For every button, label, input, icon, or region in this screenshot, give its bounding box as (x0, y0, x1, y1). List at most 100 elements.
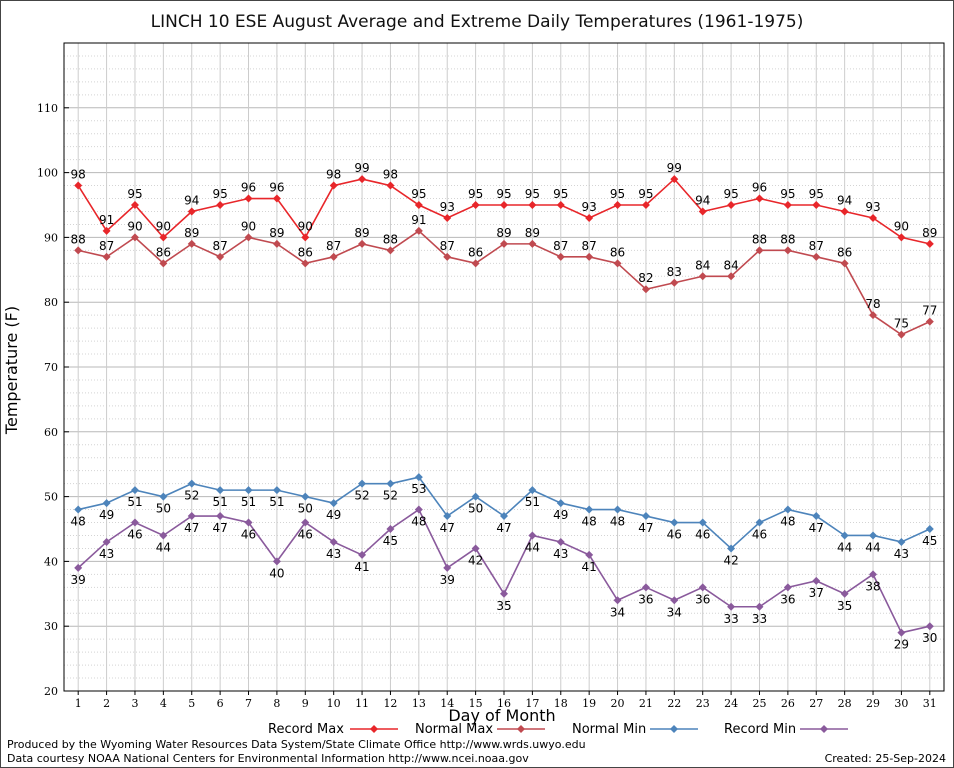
record-min-point (698, 583, 707, 592)
normal-max-data-label: 88 (383, 232, 398, 246)
record-max-point (443, 213, 452, 222)
x-tick-label: 14 (440, 697, 454, 710)
grid-lines (64, 43, 944, 691)
normal-min-data-label: 44 (865, 540, 880, 554)
y-axis-label: Temperature (F) (2, 306, 21, 435)
record-min-point (528, 531, 537, 540)
record-min-point (471, 544, 480, 553)
normal-min-point (698, 518, 707, 527)
normal-min-point (159, 492, 168, 501)
normal-max-point (869, 311, 878, 320)
record-max-point (102, 226, 111, 235)
y-tick-label: 90 (44, 231, 58, 244)
x-tick-label: 20 (611, 697, 625, 710)
normal-max-point (812, 252, 821, 261)
normal-max-data-label: 77 (922, 304, 937, 318)
record-min-point (897, 628, 906, 637)
record-min-data-label: 43 (553, 547, 568, 561)
record-max-data-label: 93 (865, 200, 880, 214)
record-max-data-label: 95 (212, 187, 227, 201)
normal-min-point (471, 492, 480, 501)
record-max-point (812, 201, 821, 209)
record-min-data-label: 43 (99, 547, 114, 561)
record-max-data-label: 94 (184, 193, 199, 207)
record-min-point (585, 550, 594, 559)
normal-max-data-label: 91 (411, 213, 426, 227)
record-min-data-label: 41 (354, 560, 369, 574)
record-min-data-label: 46 (127, 528, 142, 542)
normal-max-data-label: 90 (127, 219, 142, 233)
record-max-point (613, 201, 622, 209)
record-min-point (812, 576, 821, 585)
x-tick-label: 2 (103, 697, 110, 710)
record-min-point (556, 537, 565, 546)
x-tick-label: 22 (667, 697, 681, 710)
x-tick-label: 8 (273, 697, 280, 710)
normal-min-point (329, 499, 338, 508)
normal-min-data-label: 47 (809, 521, 824, 535)
x-tick-label: 6 (217, 697, 224, 710)
record-max-data-label: 95 (127, 187, 142, 201)
normal-min-data-label: 46 (695, 528, 710, 542)
record-max-point (130, 201, 139, 209)
normal-min-data-label: 49 (553, 508, 568, 522)
normal-min-point (500, 512, 508, 521)
record-max-point (585, 213, 594, 222)
record-min-data-label: 43 (326, 547, 341, 561)
record-min-point (443, 563, 452, 572)
normal-min-data-label: 52 (184, 489, 199, 503)
record-min-data-label: 33 (752, 612, 767, 626)
normal-min-point (272, 486, 281, 495)
record-max-data-label: 98 (383, 168, 398, 182)
record-min-data-label: 34 (667, 605, 682, 619)
normal-min-point (783, 505, 792, 514)
y-tick-label: 60 (44, 426, 58, 439)
x-tick-label: 29 (866, 697, 880, 710)
normal-max-point (272, 239, 281, 248)
y-tick-label: 50 (44, 491, 58, 504)
record-min-point (613, 596, 622, 605)
record-min-data-label: 38 (865, 579, 880, 593)
normal-max-data-label: 86 (610, 245, 625, 259)
normal-max-point (755, 246, 764, 255)
y-tick-label: 20 (44, 685, 58, 698)
record-min-point (329, 537, 338, 546)
record-min-point (301, 518, 310, 527)
normal-min-point (727, 544, 736, 553)
x-tick-label: 19 (582, 697, 596, 710)
record-max-data-label: 95 (553, 187, 568, 201)
record-max-point (301, 233, 310, 242)
record-min-point (386, 525, 395, 533)
record-min-point (102, 537, 111, 546)
record-min-data-label: 46 (298, 528, 313, 542)
legend-label-record-min: Record Min (724, 722, 796, 737)
normal-min-data-label: 51 (525, 495, 540, 509)
x-tick-label: 16 (497, 697, 511, 710)
normal-max-data-label: 86 (298, 245, 313, 259)
record-min-data-label: 36 (695, 592, 710, 606)
x-tick-label: 9 (302, 697, 309, 710)
y-tick-label: 100 (37, 167, 58, 180)
normal-min-data-label: 47 (440, 521, 455, 535)
x-tick-label: 12 (383, 697, 397, 710)
record-min-point (840, 589, 849, 598)
x-tick-label: 10 (327, 697, 341, 710)
normal-max-point (925, 317, 934, 326)
normal-min-point (840, 531, 849, 540)
normal-min-data-label: 48 (582, 515, 597, 529)
record-min-point (641, 583, 650, 592)
record-min-data-label: 36 (638, 592, 653, 606)
normal-max-point (556, 252, 565, 261)
y-tick-label: 70 (44, 361, 58, 374)
record-max-point (471, 201, 480, 209)
x-tick-label: 21 (639, 697, 653, 710)
record-max-data-label: 89 (922, 226, 937, 240)
record-max-data-label: 95 (525, 187, 540, 201)
normal-max-data-label: 87 (99, 239, 114, 253)
record-min-point (272, 557, 281, 566)
record-min-data-label: 39 (71, 573, 86, 587)
normal-max-point (698, 272, 707, 281)
record-max-data-label: 98 (326, 168, 341, 182)
x-tick-label: 15 (469, 697, 483, 710)
